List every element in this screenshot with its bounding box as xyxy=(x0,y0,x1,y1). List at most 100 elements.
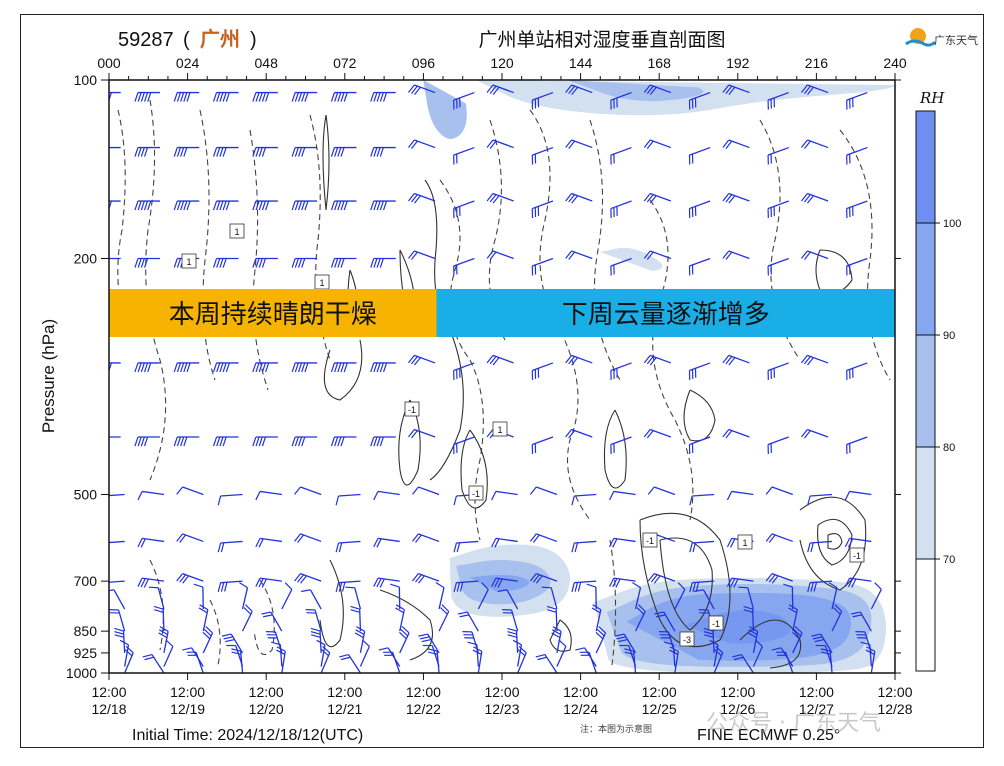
wave-icon xyxy=(905,39,937,47)
wind-barb xyxy=(767,200,789,219)
wind-barb xyxy=(801,192,829,204)
wind-barb xyxy=(453,436,475,455)
wind-barb xyxy=(109,540,125,544)
colorbar-segment xyxy=(915,222,936,336)
contour-line xyxy=(379,589,434,661)
x-bottom-tick-date: 12/19 xyxy=(170,701,205,717)
wind-barb xyxy=(767,257,789,276)
wind-barb xyxy=(571,493,597,506)
wind-barb xyxy=(844,537,872,548)
figure-frame xyxy=(20,14,984,748)
contour-line xyxy=(609,539,617,666)
wind-barb xyxy=(134,91,160,102)
wind-barb xyxy=(688,200,711,219)
wind-barb xyxy=(688,436,711,455)
wind-barb xyxy=(571,580,597,593)
wind-barb xyxy=(335,580,361,593)
wind-barb xyxy=(624,648,637,673)
colorbar-segment xyxy=(915,110,936,224)
logo: 广东天气 xyxy=(905,28,978,47)
wind-barb xyxy=(654,611,676,632)
wind-barb xyxy=(765,573,793,584)
wind-barb xyxy=(217,493,243,506)
wind-barb xyxy=(291,91,318,102)
x-bottom-tick-date: 12/24 xyxy=(563,701,598,717)
wind-barb xyxy=(610,146,632,165)
wind-barb xyxy=(788,604,798,632)
wind-barb xyxy=(614,633,637,654)
wind-barb xyxy=(252,146,278,157)
contour-line xyxy=(439,179,484,541)
contour-label: 1 xyxy=(186,257,191,267)
contour-label-box xyxy=(708,615,724,631)
wind-barb xyxy=(212,91,239,102)
wind-barb xyxy=(472,646,483,673)
wind-barb xyxy=(134,362,160,373)
wind-barb xyxy=(330,146,357,157)
contour-label: 1 xyxy=(497,425,502,435)
wind-barb xyxy=(193,583,204,610)
wind-barb xyxy=(722,428,750,439)
wind-barb xyxy=(109,493,125,497)
wind-barb xyxy=(438,604,450,632)
wind-barb xyxy=(231,648,244,673)
wind-barb xyxy=(142,653,165,673)
wind-barb xyxy=(173,91,200,102)
wind-barb xyxy=(239,582,249,610)
contour-line xyxy=(117,109,127,331)
wind-barbs xyxy=(109,84,882,673)
y-tick-label: 200 xyxy=(74,251,98,267)
x-top-tick-label: 024 xyxy=(176,55,200,71)
wind-barb xyxy=(565,354,593,366)
initial-time: Initial Time: 2024/12/18/12(UTC) xyxy=(132,727,363,744)
wind-barb xyxy=(134,146,160,157)
contour-label: -1 xyxy=(646,536,654,546)
wind-barb xyxy=(565,428,593,439)
contour-label: -1 xyxy=(712,619,720,629)
x-top-tick-label: 072 xyxy=(333,55,357,71)
wind-barb xyxy=(241,604,253,632)
wind-barb xyxy=(412,486,440,496)
wind-barb xyxy=(370,362,396,373)
wind-barb xyxy=(846,362,868,380)
contour-line xyxy=(249,129,269,391)
wind-barb xyxy=(370,200,396,211)
wind-barb xyxy=(546,605,558,632)
x-bottom-tick-time: 12:00 xyxy=(877,684,912,700)
wind-barb xyxy=(173,146,200,157)
wind-barb xyxy=(713,646,724,673)
wind-barb xyxy=(688,362,711,380)
wind-barb xyxy=(291,257,318,268)
x-bottom-tick-time: 12:00 xyxy=(170,684,205,700)
wind-barb xyxy=(252,362,278,373)
wind-barb xyxy=(491,490,518,501)
contour-line xyxy=(589,119,621,381)
wind-barb xyxy=(408,354,436,366)
wind-barb xyxy=(408,250,436,260)
wind-barb xyxy=(294,533,322,543)
x-axis-top: 000 024 048 072 096 120 144 168 192 216 240 xyxy=(97,55,907,80)
wind-barb xyxy=(453,257,475,276)
wind-barb xyxy=(556,639,567,667)
wind-barb xyxy=(870,582,882,610)
wind-barb xyxy=(846,91,868,110)
wind-barb xyxy=(688,146,711,165)
contour-label: 1 xyxy=(742,538,747,548)
wind-barb xyxy=(726,577,754,588)
wind-barb xyxy=(453,146,475,165)
wind-barb xyxy=(330,436,357,447)
contour-label-box xyxy=(679,631,695,647)
wind-barb xyxy=(551,626,562,654)
wind-barb xyxy=(689,493,715,506)
wind-barb xyxy=(202,626,214,654)
banner-this-week xyxy=(109,289,437,337)
contour-line xyxy=(839,129,891,381)
colorbar-tick-label: 80 xyxy=(943,442,955,454)
wind-barb xyxy=(212,257,239,268)
x-bottom-tick-date: 12/25 xyxy=(642,701,677,717)
x-top-tick-label: 000 xyxy=(97,55,121,71)
note: 注：本图为示意图 xyxy=(580,723,652,735)
wind-barb xyxy=(486,354,514,366)
rh-region-top-left xyxy=(423,80,467,139)
